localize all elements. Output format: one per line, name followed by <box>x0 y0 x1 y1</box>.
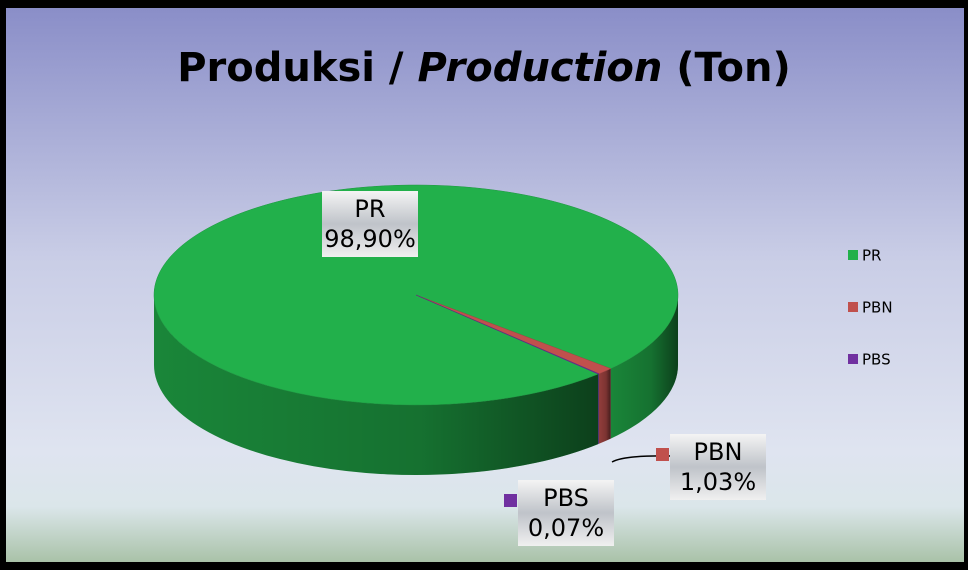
legend-label: PBN <box>862 299 893 317</box>
data-label-box <box>518 480 614 546</box>
pie-slice-shade <box>598 368 611 444</box>
pie <box>153 184 679 475</box>
data-label-category: PBN <box>694 438 743 466</box>
legend-label: PBS <box>862 351 891 369</box>
title-run: Production <box>417 45 662 91</box>
data-label-value: 1,03% <box>680 468 756 496</box>
data-label-category: PR <box>354 195 385 223</box>
chart-title: Produksi / Production (Ton) <box>177 45 791 91</box>
data-label-category: PBS <box>543 484 589 512</box>
legend-swatch <box>848 250 858 260</box>
legend: PR PBN PBS <box>848 247 893 369</box>
title-run: Produksi / <box>177 45 417 91</box>
pie-slice-shade <box>610 295 678 439</box>
data-label-key <box>504 494 517 507</box>
data-label-key <box>656 448 669 461</box>
legend-swatch <box>848 354 858 364</box>
legend-swatch <box>848 302 858 312</box>
legend-label: PR <box>862 247 881 265</box>
data-label-box <box>322 191 418 257</box>
pie-slice-shade <box>154 295 599 475</box>
data-label-value: 0,07% <box>528 514 604 542</box>
pie-slice-shade <box>598 373 599 445</box>
data-label-box <box>670 434 766 500</box>
title-run: (Ton) <box>662 45 790 91</box>
data-label-value: 98,90% <box>324 225 416 253</box>
pie-slice <box>415 294 600 375</box>
